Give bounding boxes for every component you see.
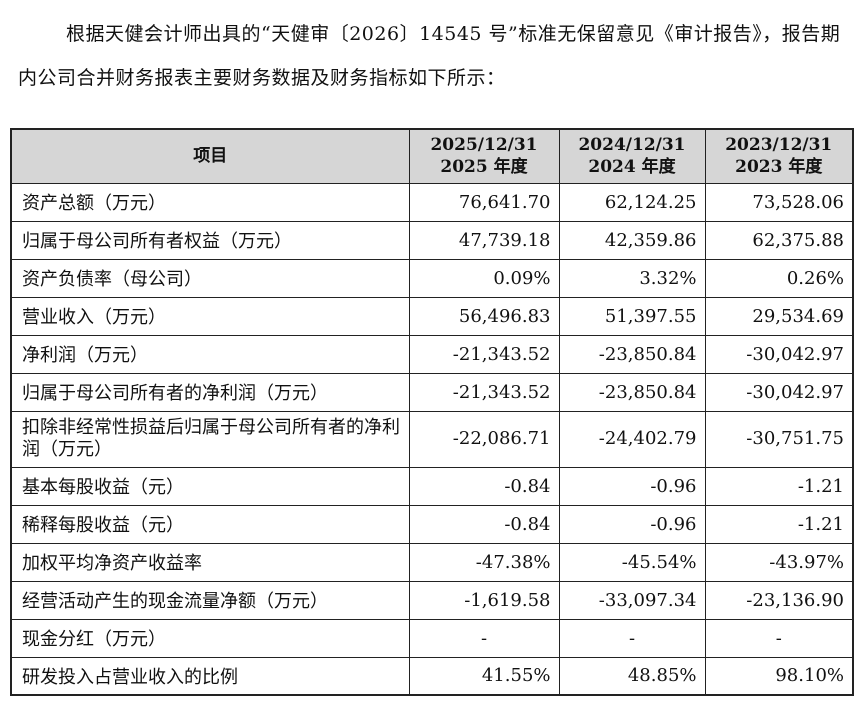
- cell-2023: -30,042.97: [704, 372, 854, 412]
- cell-2025: -0.84: [408, 504, 560, 544]
- table-header-row: 项目 2025/12/31 2025 年度 2024/12/31 2024 年度…: [10, 128, 854, 184]
- cell-2023: -1.21: [704, 466, 854, 506]
- cell-2025: -21,343.52: [408, 372, 560, 412]
- row-label: 归属于母公司所有者的净利润（万元）: [10, 372, 410, 412]
- cell-2023: 62,375.88: [704, 220, 854, 260]
- cell-2024: -33,097.34: [558, 580, 706, 620]
- row-label: 资产负债率（母公司）: [10, 258, 410, 298]
- cell-2024: 62,124.25: [558, 182, 706, 222]
- table-row: 营业收入（万元） 56,496.83 51,397.55 29,534.69: [10, 296, 854, 336]
- table-row: 资产负债率（母公司） 0.09% 3.32% 0.26%: [10, 258, 854, 298]
- header-col-2023: 2023/12/31 2023 年度: [704, 128, 854, 184]
- cell-2025: -0.84: [408, 466, 560, 506]
- cell-2025: -1,619.58: [408, 580, 560, 620]
- cell-2025: 47,739.18: [408, 220, 560, 260]
- cell-2023: 73,528.06: [704, 182, 854, 222]
- cell-2023: 0.26%: [704, 258, 854, 298]
- row-label: 基本每股收益（元）: [10, 466, 410, 506]
- cell-2023: -30,042.97: [704, 334, 854, 374]
- row-label: 稀释每股收益（元）: [10, 504, 410, 544]
- table-row: 经营活动产生的现金流量净额（万元） -1,619.58 -33,097.34 -…: [10, 580, 854, 620]
- table-row: 加权平均净资产收益率 -47.38% -45.54% -43.97%: [10, 542, 854, 582]
- cell-2025: 41.55%: [408, 656, 560, 696]
- cell-2025: 0.09%: [408, 258, 560, 298]
- row-label: 加权平均净资产收益率: [10, 542, 410, 582]
- header-date: 2024/12/31: [578, 135, 686, 156]
- financial-data-table: 项目 2025/12/31 2025 年度 2024/12/31 2024 年度…: [10, 128, 854, 696]
- table-row: 归属于母公司所有者权益（万元） 47,739.18 42,359.86 62,3…: [10, 220, 854, 260]
- header-item: 项目: [10, 128, 410, 184]
- cell-2025: -22,086.71: [408, 410, 560, 468]
- row-label: 净利润（万元）: [10, 334, 410, 374]
- cell-2023: 98.10%: [704, 656, 854, 696]
- cell-2025: 76,641.70: [408, 182, 560, 222]
- table-row: 现金分红（万元） - - -: [10, 618, 854, 658]
- header-year: 2023 年度: [735, 157, 823, 178]
- cell-2024: -23,850.84: [558, 372, 706, 412]
- cell-2024: 42,359.86: [558, 220, 706, 260]
- cell-2024: -: [558, 618, 706, 658]
- header-year: 2025 年度: [440, 157, 528, 178]
- cell-2023: -43.97%: [704, 542, 854, 582]
- cell-2024: -0.96: [558, 466, 706, 506]
- row-label: 现金分红（万元）: [10, 618, 410, 658]
- row-label: 资产总额（万元）: [10, 182, 410, 222]
- table-row: 扣除非经常性损益后归属于母公司所有者的净利润（万元） -22,086.71 -2…: [10, 410, 854, 468]
- table-row: 稀释每股收益（元） -0.84 -0.96 -1.21: [10, 504, 854, 544]
- row-label: 归属于母公司所有者权益（万元）: [10, 220, 410, 260]
- cell-2023: -23,136.90: [704, 580, 854, 620]
- cell-2025: -: [408, 618, 560, 658]
- table-row: 基本每股收益（元） -0.84 -0.96 -1.21: [10, 466, 854, 506]
- cell-2024: -24,402.79: [558, 410, 706, 468]
- cell-2025: -21,343.52: [408, 334, 560, 374]
- header-date: 2023/12/31: [725, 135, 833, 156]
- cell-2023: -1.21: [704, 504, 854, 544]
- row-label: 经营活动产生的现金流量净额（万元）: [10, 580, 410, 620]
- cell-2024: -45.54%: [558, 542, 706, 582]
- table-row: 净利润（万元） -21,343.52 -23,850.84 -30,042.97: [10, 334, 854, 374]
- cell-2023: -: [704, 618, 854, 658]
- row-label: 研发投入占营业收入的比例: [10, 656, 410, 696]
- header-date: 2025/12/31: [430, 135, 538, 156]
- cell-2023: 29,534.69: [704, 296, 854, 336]
- cell-2024: 51,397.55: [558, 296, 706, 336]
- intro-paragraph: 根据天健会计师出具的“天健审〔2026〕14545 号”标准无保留意见《审计报告…: [18, 23, 841, 89]
- header-col-2025: 2025/12/31 2025 年度: [408, 128, 560, 184]
- header-col-2024: 2024/12/31 2024 年度: [558, 128, 706, 184]
- cell-2025: -47.38%: [408, 542, 560, 582]
- cell-2024: 48.85%: [558, 656, 706, 696]
- table-row: 研发投入占营业收入的比例 41.55% 48.85% 98.10%: [10, 656, 854, 696]
- cell-2025: 56,496.83: [408, 296, 560, 336]
- row-label: 营业收入（万元）: [10, 296, 410, 336]
- table-row: 归属于母公司所有者的净利润（万元） -21,343.52 -23,850.84 …: [10, 372, 854, 412]
- table-row: 资产总额（万元） 76,641.70 62,124.25 73,528.06: [10, 182, 854, 222]
- header-year: 2024 年度: [588, 157, 676, 178]
- cell-2024: -0.96: [558, 504, 706, 544]
- cell-2024: 3.32%: [558, 258, 706, 298]
- cell-2023: -30,751.75: [704, 410, 854, 468]
- row-label: 扣除非经常性损益后归属于母公司所有者的净利润（万元）: [10, 410, 410, 468]
- cell-2024: -23,850.84: [558, 334, 706, 374]
